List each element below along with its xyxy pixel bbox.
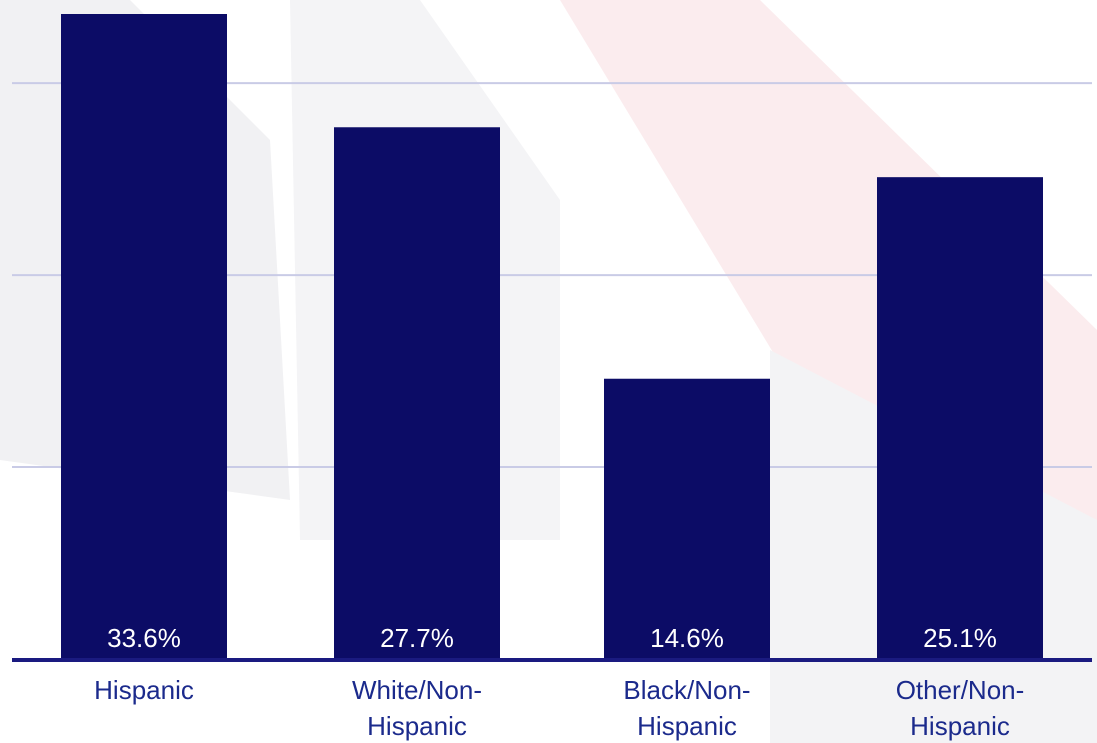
value-labels: 33.6% 27.7% 14.6% 25.1% <box>107 623 997 653</box>
value-label-1: 33.6% <box>107 623 181 653</box>
bars <box>61 14 1043 660</box>
value-label-4: 25.1% <box>923 623 997 653</box>
category-label-1: Hispanic <box>94 675 194 705</box>
category-label-line: Other/Non- <box>896 675 1025 705</box>
category-label-line: Hispanic <box>637 711 737 741</box>
bar-1 <box>61 14 227 659</box>
value-label-3: 14.6% <box>650 623 724 653</box>
category-label-line: Hispanic <box>94 675 194 705</box>
bar-3 <box>604 378 770 659</box>
category-label-line: White/Non- <box>352 675 482 705</box>
category-label-line: Hispanic <box>910 711 1010 741</box>
value-label-2: 27.7% <box>380 623 454 653</box>
category-labels: Hispanic White/Non- Hispanic Black/Non- Hisp… <box>94 675 1024 741</box>
category-label-2: White/Non- Hispanic <box>352 675 482 741</box>
category-label-line: Hispanic <box>367 711 467 741</box>
bar-2 <box>334 127 500 660</box>
category-label-3: Black/Non- Hispanic <box>623 675 750 741</box>
bar-4 <box>877 177 1043 659</box>
category-label-line: Black/Non- <box>623 675 750 705</box>
category-label-4: Other/Non- Hispanic <box>896 675 1025 741</box>
